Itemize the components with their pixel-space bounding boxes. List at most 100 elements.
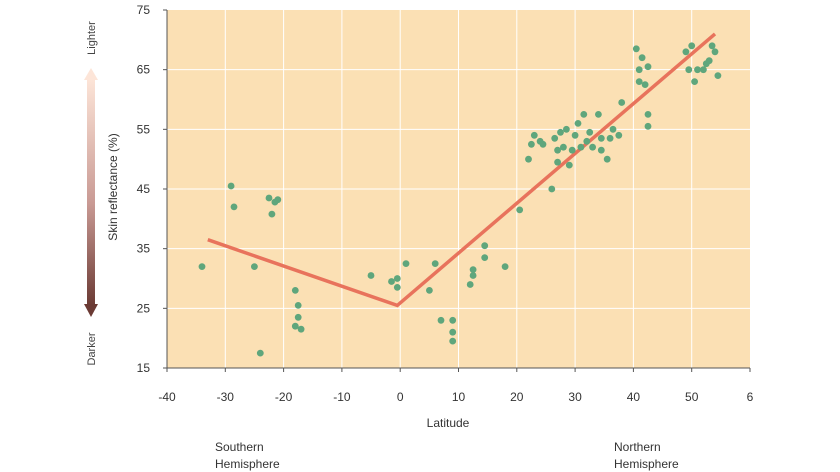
x-axis-title: Latitude bbox=[427, 416, 470, 430]
data-point bbox=[367, 272, 375, 279]
data-point bbox=[501, 263, 509, 270]
x-tick-label: -30 bbox=[217, 390, 235, 404]
northern-hemisphere-label: Northern Hemisphere bbox=[614, 440, 679, 471]
data-point bbox=[557, 128, 564, 136]
data-point bbox=[525, 155, 532, 163]
data-point bbox=[632, 45, 640, 53]
data-point bbox=[198, 263, 206, 270]
x-tick-label: 50 bbox=[685, 390, 699, 404]
data-point bbox=[265, 194, 273, 202]
data-point bbox=[449, 316, 457, 324]
x-tick-label: 30 bbox=[568, 390, 582, 404]
data-point bbox=[568, 146, 576, 154]
x-tick-label: 6 bbox=[747, 390, 754, 404]
data-point bbox=[565, 161, 573, 169]
data-point bbox=[393, 275, 401, 282]
data-point bbox=[539, 140, 547, 148]
data-point bbox=[294, 302, 302, 309]
y-axis-title: Skin reflectance (%) bbox=[106, 133, 120, 240]
data-point bbox=[548, 185, 556, 193]
data-point bbox=[615, 131, 623, 139]
data-point bbox=[291, 322, 299, 330]
reflectance-scale-arrow bbox=[87, 78, 95, 306]
data-point bbox=[516, 206, 524, 214]
data-point bbox=[586, 128, 594, 136]
x-tick-labels: -40 -30 -20 -10 0 10 20 30 40 50 6 bbox=[158, 390, 753, 404]
data-point bbox=[641, 81, 649, 88]
data-point bbox=[618, 99, 626, 106]
data-point bbox=[554, 146, 561, 154]
data-point bbox=[551, 134, 559, 142]
data-point bbox=[393, 284, 401, 291]
data-point bbox=[644, 122, 652, 130]
lighter-label: Lighter bbox=[86, 21, 98, 55]
data-point bbox=[469, 266, 477, 273]
data-point bbox=[469, 272, 477, 279]
data-point bbox=[554, 158, 561, 166]
data-point bbox=[597, 134, 605, 142]
data-point bbox=[609, 125, 617, 133]
data-point bbox=[227, 182, 235, 190]
data-points bbox=[198, 42, 722, 357]
axes bbox=[163, 9, 751, 372]
data-point bbox=[644, 111, 652, 118]
x-tick-label: 40 bbox=[627, 390, 641, 404]
data-point bbox=[560, 143, 567, 151]
data-point bbox=[528, 140, 535, 148]
data-point bbox=[274, 196, 282, 204]
arrow-head-up bbox=[84, 68, 98, 80]
data-point bbox=[688, 42, 696, 50]
data-point bbox=[530, 131, 538, 139]
data-point bbox=[691, 78, 698, 85]
data-point bbox=[685, 66, 693, 74]
data-point bbox=[563, 125, 570, 133]
data-point bbox=[714, 72, 722, 79]
data-point bbox=[431, 260, 439, 267]
y-axis-indicator: Lighter Skin reflectance (%) Darker bbox=[84, 21, 120, 366]
data-point bbox=[694, 66, 701, 74]
x-tick-label: -10 bbox=[333, 390, 351, 404]
data-point bbox=[437, 316, 445, 324]
data-point bbox=[705, 57, 713, 65]
data-point bbox=[481, 242, 489, 250]
trend-line bbox=[207, 32, 717, 308]
data-point bbox=[466, 281, 474, 288]
x-tick-label: 20 bbox=[510, 390, 524, 404]
data-point bbox=[589, 143, 596, 151]
data-point bbox=[291, 287, 299, 294]
data-point bbox=[574, 120, 582, 127]
arrow-head-down bbox=[84, 304, 98, 317]
y-tick-labels: 15 25 35 45 55 65 75 bbox=[137, 3, 151, 375]
data-point bbox=[297, 325, 305, 333]
data-point bbox=[251, 263, 258, 270]
data-point bbox=[580, 111, 588, 118]
y-tick-label: 35 bbox=[137, 242, 151, 256]
data-point bbox=[571, 131, 579, 139]
data-point bbox=[230, 203, 238, 211]
y-tick-label: 55 bbox=[137, 122, 151, 136]
data-point bbox=[268, 210, 276, 218]
data-point bbox=[577, 143, 585, 151]
data-point bbox=[595, 111, 602, 118]
data-point bbox=[708, 42, 716, 50]
x-tick-label: -20 bbox=[275, 390, 293, 404]
data-point bbox=[606, 134, 614, 142]
y-tick-label: 25 bbox=[137, 301, 151, 315]
y-tick-label: 65 bbox=[137, 63, 151, 77]
data-point bbox=[635, 78, 643, 85]
data-point bbox=[644, 63, 652, 71]
y-tick-label: 45 bbox=[137, 182, 151, 196]
data-point bbox=[402, 260, 410, 267]
data-point bbox=[635, 66, 643, 74]
data-point bbox=[700, 66, 707, 74]
trend-line-path bbox=[207, 32, 717, 308]
data-point bbox=[256, 349, 264, 357]
data-point bbox=[449, 337, 457, 345]
data-point bbox=[603, 155, 611, 163]
data-point bbox=[583, 137, 591, 145]
y-tick-label: 15 bbox=[137, 361, 151, 375]
y-tick-label: 75 bbox=[137, 3, 151, 17]
data-point bbox=[481, 254, 489, 261]
data-point bbox=[449, 328, 457, 336]
